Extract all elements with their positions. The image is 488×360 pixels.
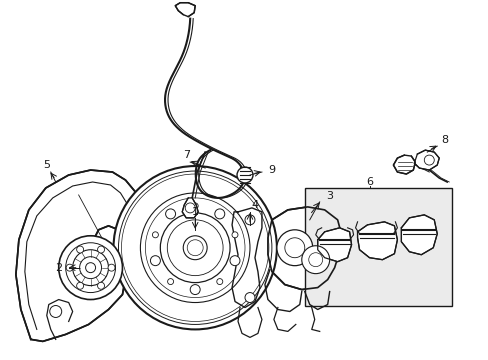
Circle shape [167,220,223,276]
Circle shape [73,250,108,285]
Polygon shape [232,208,262,307]
Circle shape [113,166,276,329]
Circle shape [65,243,115,293]
Circle shape [167,279,173,284]
Text: 8: 8 [441,135,448,145]
Circle shape [214,209,224,219]
Circle shape [231,232,238,238]
Circle shape [66,264,73,271]
Text: 4: 4 [251,200,258,210]
Text: 3: 3 [325,191,332,201]
Circle shape [150,256,160,266]
Circle shape [237,167,252,183]
Circle shape [59,236,122,300]
Circle shape [77,282,83,289]
Circle shape [98,282,104,289]
Circle shape [308,253,322,267]
Circle shape [285,238,304,258]
Polygon shape [317,228,351,262]
Polygon shape [267,207,341,289]
Circle shape [244,215,254,225]
Text: 2: 2 [55,263,62,273]
Circle shape [152,232,158,238]
Circle shape [121,174,268,321]
Circle shape [183,236,207,260]
Circle shape [108,264,115,271]
Circle shape [77,246,83,253]
Text: 1: 1 [191,207,198,217]
Circle shape [276,230,312,266]
Circle shape [50,306,61,318]
Circle shape [190,285,200,294]
Circle shape [216,279,223,284]
Polygon shape [182,198,198,218]
Circle shape [185,203,195,213]
Circle shape [160,213,229,283]
Polygon shape [16,170,138,341]
Polygon shape [401,215,436,255]
Circle shape [244,293,254,302]
Circle shape [140,193,249,302]
Circle shape [424,155,433,165]
Circle shape [98,246,104,253]
Circle shape [192,203,198,209]
Text: 6: 6 [365,177,372,187]
Polygon shape [175,3,195,17]
Bar [304,188,451,306]
Circle shape [229,256,240,266]
Circle shape [301,246,329,274]
Text: 5: 5 [43,160,50,170]
Circle shape [187,240,203,256]
Circle shape [80,257,102,279]
Circle shape [85,263,95,273]
Circle shape [145,198,244,298]
Circle shape [118,171,271,324]
Polygon shape [393,155,414,174]
Text: 7: 7 [183,150,189,160]
Text: 9: 9 [268,165,275,175]
Polygon shape [357,222,397,260]
Circle shape [165,209,175,219]
Polygon shape [413,150,438,170]
